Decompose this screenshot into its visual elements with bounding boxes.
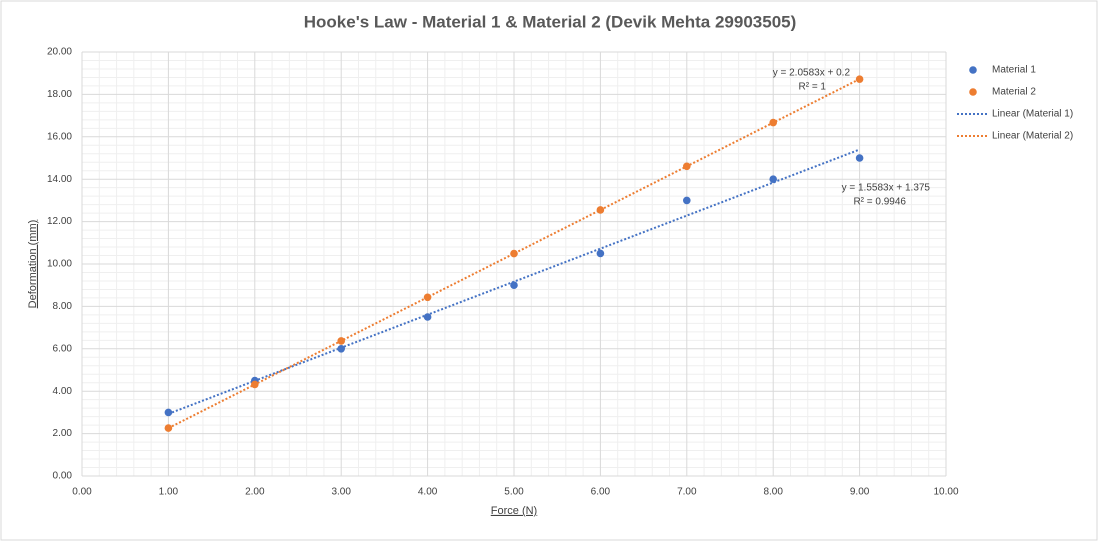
point bbox=[596, 249, 605, 258]
trendline-equation: y = 2.0583x + 0.2 bbox=[773, 68, 851, 79]
x-tick-label: 5.00 bbox=[504, 487, 524, 498]
point bbox=[164, 424, 173, 432]
y-tick-label: 12.00 bbox=[47, 216, 72, 227]
legend-label: Linear (Material 1) bbox=[992, 109, 1073, 120]
point bbox=[683, 196, 691, 205]
point bbox=[337, 337, 346, 345]
y-axis-label: Deformation (mm) bbox=[27, 220, 39, 309]
point bbox=[596, 206, 605, 214]
point bbox=[769, 118, 777, 127]
x-tick-label: 0.00 bbox=[72, 487, 92, 498]
point bbox=[164, 408, 173, 417]
legend-marker bbox=[969, 88, 977, 96]
x-tick-label: 6.00 bbox=[591, 487, 611, 498]
point bbox=[769, 175, 777, 183]
x-tick-label: 10.00 bbox=[933, 487, 958, 498]
y-tick-label: 16.00 bbox=[47, 131, 72, 142]
chart-title: Hooke's Law - Material 1 & Material 2 (D… bbox=[304, 12, 797, 31]
x-tick-label: 2.00 bbox=[245, 487, 265, 498]
y-tick-label: 8.00 bbox=[53, 301, 73, 312]
trendline-equation: y = 1.5583x + 1.375 bbox=[842, 183, 931, 194]
x-tick-label: 1.00 bbox=[159, 487, 179, 498]
legend-label: Material 1 bbox=[992, 65, 1036, 76]
x-tick-label: 9.00 bbox=[850, 487, 870, 498]
trendline-r2: R² = 1 bbox=[798, 82, 826, 93]
y-tick-label: 4.00 bbox=[53, 386, 73, 397]
trendline-r2: R² = 0.9946 bbox=[853, 197, 906, 208]
y-tick-label: 14.00 bbox=[47, 174, 72, 185]
point bbox=[423, 313, 432, 321]
legend-label: Linear (Material 2) bbox=[992, 131, 1073, 142]
point bbox=[337, 345, 346, 353]
trendline bbox=[167, 78, 861, 430]
y-tick-label: 18.00 bbox=[47, 89, 72, 100]
point bbox=[855, 75, 864, 83]
x-tick-label: 3.00 bbox=[331, 487, 351, 498]
y-tick-label: 0.00 bbox=[53, 471, 73, 482]
legend-label: Material 2 bbox=[992, 87, 1036, 98]
point bbox=[510, 249, 518, 258]
trendline bbox=[168, 148, 860, 415]
point bbox=[855, 154, 864, 162]
x-tick-label: 8.00 bbox=[763, 487, 783, 498]
y-tick-label: 2.00 bbox=[53, 428, 73, 439]
x-tick-label: 7.00 bbox=[677, 487, 697, 498]
point bbox=[251, 380, 259, 389]
point bbox=[423, 293, 432, 302]
legend-marker bbox=[969, 66, 977, 74]
point bbox=[683, 162, 691, 171]
y-tick-label: 6.00 bbox=[53, 343, 73, 354]
x-tick-label: 4.00 bbox=[418, 487, 438, 498]
y-tick-label: 20.00 bbox=[47, 47, 72, 58]
x-axis-label: Force (N) bbox=[491, 505, 537, 517]
y-tick-label: 10.00 bbox=[47, 259, 72, 270]
point bbox=[510, 281, 518, 290]
